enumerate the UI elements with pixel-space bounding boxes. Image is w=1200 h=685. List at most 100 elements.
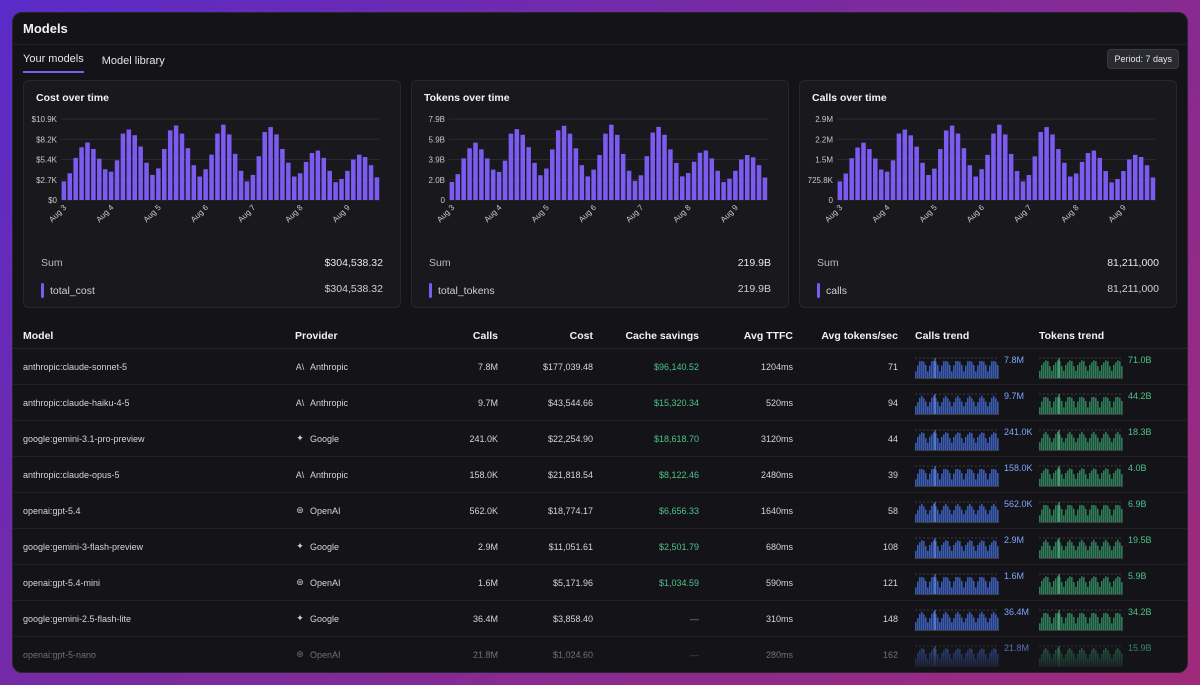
calls-sparkline: [915, 573, 999, 595]
spark-bar: [1065, 545, 1067, 558]
sum-row: Sum 219.9B: [429, 257, 771, 269]
spark-bar: [963, 442, 965, 450]
spark-bar: [1083, 541, 1085, 558]
spark-bar: [961, 617, 963, 630]
spark-bar: [953, 652, 955, 666]
spark-bar: [997, 509, 999, 522]
tab-your-models[interactable]: Your models: [23, 53, 84, 73]
spark-bar: [975, 442, 977, 450]
tokens-trend-value: 4.0B: [1128, 462, 1147, 473]
spark-bar: [1103, 361, 1105, 378]
bar: [949, 125, 955, 200]
table-row[interactable]: anthropic:claude-haiku-4-5 A\ Anthropic 9.7…: [13, 385, 1187, 421]
spark-bar: [977, 365, 979, 378]
spark-bar: [1111, 441, 1113, 450]
bar: [1103, 171, 1108, 200]
spark-bar: [1055, 649, 1057, 666]
tab-model-library[interactable]: Model library: [101, 55, 165, 67]
table-row[interactable]: google:gemini-3-flash-preview ✦ Google 2.9M…: [13, 529, 1187, 565]
y-tick-label: $8.2K: [36, 135, 58, 144]
spark-bar: [1045, 539, 1047, 558]
col-calls-header[interactable]: Calls: [472, 329, 498, 342]
spark-bar: [923, 540, 925, 558]
table-row[interactable]: openai:gpt-5.4-mini ⊛ OpenAI 1.6M $5,171.96 $…: [13, 565, 1187, 601]
spark-bar: [1077, 580, 1079, 594]
spark-bar: [1083, 433, 1085, 450]
spark-bar: [983, 432, 985, 450]
table-header: Model Provider Calls Cost Cache savings …: [13, 323, 1187, 349]
col-cache-savings-header[interactable]: Cache savings: [625, 329, 699, 342]
calls-value: 562.0K: [469, 505, 498, 516]
anthropic-icon: A\: [295, 469, 305, 480]
spark-bar: [957, 647, 959, 666]
calls-sparkline: [915, 537, 999, 559]
spark-bar: [985, 509, 987, 522]
spark-bar: [955, 360, 957, 378]
bar: [762, 177, 768, 200]
spark-bar: [1043, 541, 1045, 558]
spark-bar: [1073, 508, 1075, 522]
spark-bar: [1065, 472, 1067, 486]
spark-bar: [927, 370, 929, 378]
spark-bar: [1089, 617, 1091, 630]
spark-bar: [1075, 441, 1077, 450]
bar: [1109, 182, 1114, 200]
spark-bar: [1039, 657, 1041, 666]
table-row[interactable]: anthropic:claude-sonnet-5 A\ Anthropic 7.8M…: [13, 349, 1187, 385]
col-avg-tps-header[interactable]: Avg tokens/sec: [821, 329, 898, 342]
spark-bar: [1057, 504, 1059, 522]
provider-name: OpenAI: [310, 649, 341, 660]
spark-bar: [915, 478, 917, 486]
bar: [656, 126, 661, 200]
bar: [932, 168, 937, 200]
spark-bar: [1081, 647, 1083, 666]
spark-bar: [991, 613, 993, 630]
spark-bar: [973, 401, 975, 414]
tokens-sparkline: [1039, 429, 1123, 451]
bar: [1032, 156, 1038, 200]
bar: [1144, 165, 1150, 200]
col-avg-ttfc-header[interactable]: Avg TTFC: [743, 329, 793, 342]
spark-bar: [993, 431, 995, 450]
spark-bar: [991, 433, 993, 450]
col-provider-header[interactable]: Provider: [295, 329, 338, 342]
title-bar: Models: [13, 13, 1187, 45]
cache-savings-value: $15,320.34: [653, 397, 699, 408]
col-cost-header[interactable]: Cost: [569, 329, 593, 342]
table-row[interactable]: openai:gpt-5.4 ⊛ OpenAI 562.0K $18,774.17 $6,…: [13, 493, 1187, 529]
spark-bar: [965, 652, 967, 666]
model-name: openai:gpt-5-nano: [23, 649, 97, 660]
spark-bar: [955, 468, 957, 486]
spark-bar: [983, 540, 985, 558]
table-row[interactable]: google:gemini-3.1-pro-preview ✦ Google 241.…: [13, 421, 1187, 457]
provider-name: Google: [310, 613, 340, 624]
spark-bar: [1119, 468, 1121, 486]
bar: [867, 149, 872, 200]
spark-bar: [937, 617, 939, 630]
spark-bar: [997, 617, 999, 630]
table-row[interactable]: anthropic:claude-opus-5 A\ Anthropic 158.0K…: [13, 457, 1187, 493]
col-model-header[interactable]: Model: [23, 329, 54, 342]
bar: [674, 162, 679, 200]
y-tick-label: $10.9K: [32, 115, 58, 124]
spark-bar: [1087, 370, 1089, 378]
table-row[interactable]: openai:gpt-5-nano ⊛ OpenAI 21.8M $1,024.60 — 2…: [13, 637, 1187, 672]
spark-bar: [989, 581, 991, 594]
bar: [991, 133, 996, 200]
provider-cell: ⊛ OpenAI: [295, 649, 425, 660]
table-row[interactable]: google:gemini-2.5-flash-lite ✦ Google 36.4M…: [13, 601, 1187, 637]
spark-bar: [1041, 401, 1043, 414]
spark-bar: [997, 437, 999, 450]
spark-bar: [1115, 649, 1117, 666]
tokens-sparkline: [1039, 573, 1123, 595]
period-selector[interactable]: Period: 7 days: [1107, 49, 1179, 69]
spark-bar: [963, 478, 965, 486]
spark-bar: [1053, 364, 1055, 378]
spark-bar: [975, 586, 977, 594]
spark-bar: [987, 405, 989, 414]
spark-bar: [1107, 541, 1109, 558]
calls-value: 7.8M: [477, 361, 498, 372]
spark-bar: [1047, 576, 1049, 594]
tokens-sparkline: [1039, 645, 1123, 667]
tokens-trend-value: 15.9B: [1128, 642, 1152, 653]
